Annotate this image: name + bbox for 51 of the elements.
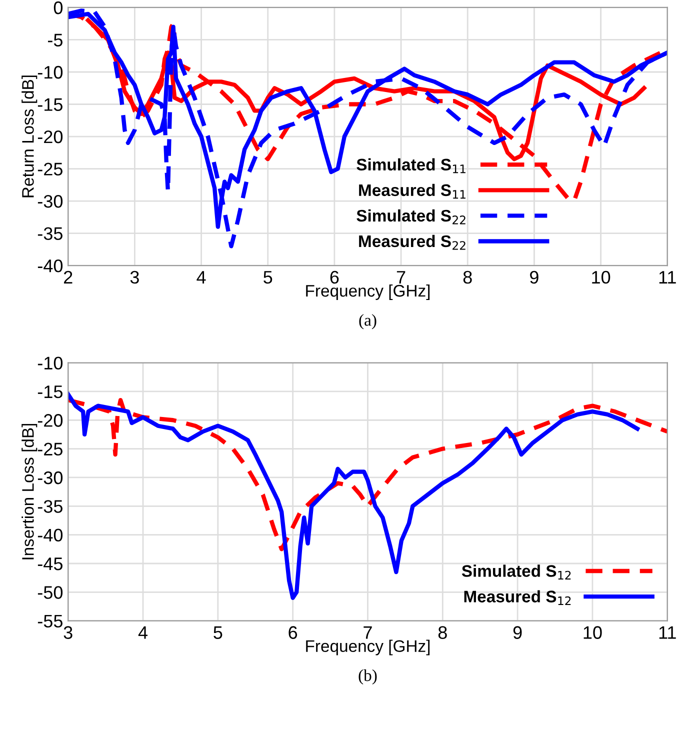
x-tick-label: 10 [592,270,610,284]
y-tick-label: 0 [54,1,63,14]
x-tick-label: 7 [364,626,372,639]
y-tick-label: -40 [38,259,63,272]
x-tick-label: 7 [396,271,406,284]
text: (b) [358,669,377,684]
x-tick-label: 10 [584,626,602,639]
y-tick-label: -30 [38,471,63,484]
x-tick-label: 9 [513,626,522,639]
legend-label: Measured S$_{11}$ [359,184,466,199]
y-tick-label: -10 [38,356,63,370]
legend-label: Simulated S$_{11}$ [356,158,466,174]
y-tick-label: -25 [38,162,62,176]
y-tick-label: -15 [38,386,62,398]
y-tick-label: -30 [38,194,63,208]
x-tick-label: 6 [288,626,298,639]
x-tick-label: 9 [530,270,538,284]
y-tick-label: -20 [38,414,63,427]
y-axis-title: Return Loss [dB] [22,76,38,198]
y-tick-label: -5 [48,34,62,46]
x-tick-label: 5 [214,626,222,639]
x-tick-label: 11 [659,626,676,639]
y-tick-label: -45 [38,558,62,570]
y-axis-title: Insertion Loss [dB] [22,424,38,560]
x-tick-label: 8 [438,626,447,639]
y-tick-label: -35 [38,500,62,513]
x-tick-label: 11 [659,271,676,284]
y-tick-label: -20 [38,130,63,144]
legend-label: Measured S$_{22}$ [359,234,466,250]
y-tick-label: -15 [38,98,62,111]
x-tick-label: 3 [130,270,139,284]
x-tick-label: 4 [138,626,148,639]
x-tick-label: 6 [330,270,339,284]
x-tick-label: 5 [264,271,272,284]
line-series [68,398,668,552]
y-tick-label: -10 [38,66,63,79]
text: (a) [359,314,376,330]
x-axis-title: Frequency [GHz] [306,640,430,656]
y-tick-label: -40 [38,528,63,542]
legend-label: Measured S$_{12}$ [464,590,571,606]
x-tick-label: 8 [463,270,472,284]
legend-label: Simulated S$_{22}$ [356,209,466,224]
x-tick-label: 2 [64,270,72,284]
x-axis-title: Frequency [GHz] [306,284,430,300]
x-tick-label: 4 [196,271,206,284]
x-tick-label: 3 [64,626,72,639]
y-tick-label: -25 [38,442,62,456]
legend-label: Simulated S$_{12}$ [462,564,571,580]
y-tick-label: -50 [38,586,63,599]
y-tick-label: -35 [38,227,62,240]
y-tick-label: -55 [38,614,62,628]
